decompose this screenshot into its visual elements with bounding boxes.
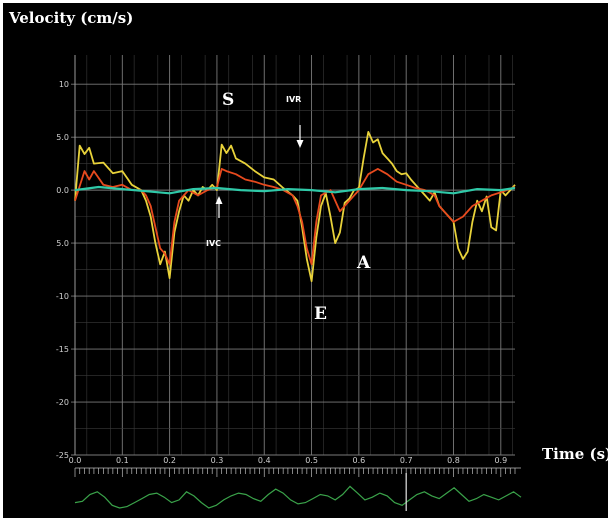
chart-frame: 0.0 0.1 0.2 0.3 0.4 0.5 0.6 0.7 0.8 0.9 10 5.0 0.0 5.… [3, 3, 612, 518]
ivc-arrow-icon [215, 196, 223, 218]
x-tick-label: 0.7 [400, 456, 413, 465]
x-tick-label: 0.4 [258, 456, 271, 465]
y-axis-label: Velocity (cm/s) [8, 9, 133, 27]
x-tick-label: 0.9 [494, 456, 507, 465]
axis-ticks: 0.0 0.1 0.2 0.3 0.4 0.5 0.6 0.7 0.8 0.9 10 5.0 0.0 5.… [56, 80, 507, 465]
series-line-2 [74, 185, 516, 195]
x-tick-label: 0.0 [69, 456, 82, 465]
y-tick-label: 5.0 [56, 133, 69, 142]
annotation-ivr: IVR [286, 95, 301, 104]
ecg-strip [74, 467, 522, 511]
x-tick-label: 0.2 [163, 456, 176, 465]
x-tick-label: 0.3 [211, 456, 224, 465]
annotation-s: S [222, 90, 234, 110]
velocity-chart: 0.0 0.1 0.2 0.3 0.4 0.5 0.6 0.7 0.8 0.9 10 5.0 0.0 5.… [8, 9, 612, 511]
y-tick-label: -10 [56, 292, 69, 301]
y-tick-label: -15 [56, 345, 69, 354]
x-tick-label: 0.5 [305, 456, 318, 465]
ivr-arrow-icon [296, 125, 304, 148]
annotation-a: A [356, 253, 371, 273]
x-tick-label: 0.1 [116, 456, 129, 465]
x-tick-label: 0.8 [447, 456, 460, 465]
series-line-0 [74, 130, 516, 283]
x-tick-label: 0.6 [353, 456, 366, 465]
y-tick-label: 10 [59, 80, 69, 89]
y-tick-label: -20 [56, 398, 69, 407]
grid [71, 55, 515, 456]
annotation-ivc: IVC [206, 239, 221, 248]
y-tick-label: -25 [56, 451, 69, 460]
y-tick-label: 0.0 [56, 186, 69, 195]
y-tick-label: 5.0 [56, 239, 69, 248]
ecg-trace [74, 485, 522, 509]
annotation-e: E [314, 304, 327, 324]
x-axis-label: Time (s) [542, 445, 608, 463]
series-group [74, 130, 516, 283]
